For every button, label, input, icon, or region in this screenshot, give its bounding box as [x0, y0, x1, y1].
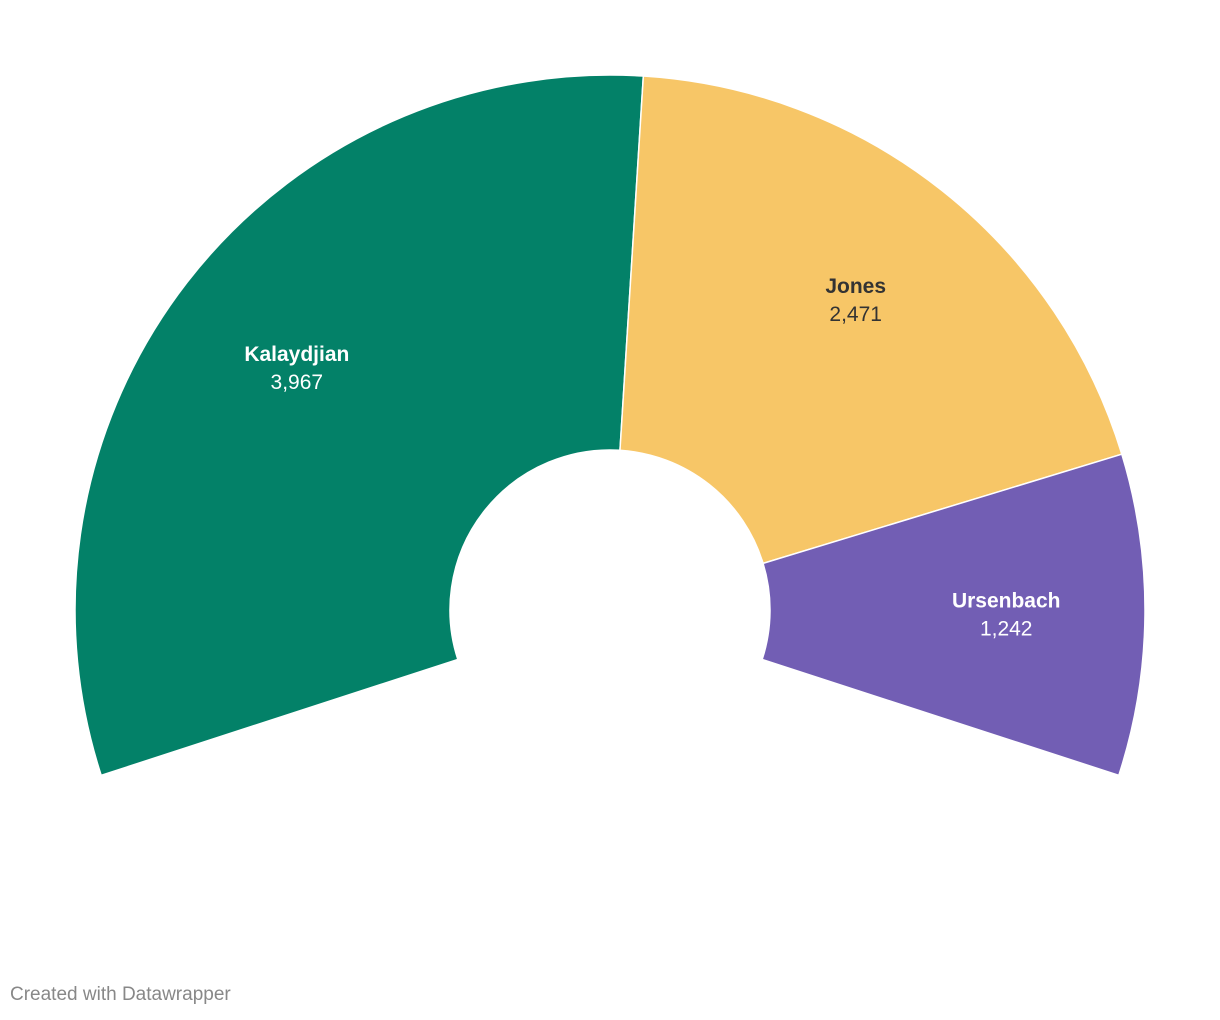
chart-slices — [74, 74, 1146, 777]
slice-label-ursenbach: Ursenbach — [952, 590, 1061, 613]
footer-credit[interactable]: Created with Datawrapper — [10, 984, 231, 1005]
slice-kalaydjian[interactable] — [74, 74, 645, 777]
slice-label-jones: Jones — [825, 275, 886, 298]
slice-jones[interactable] — [619, 75, 1123, 565]
slice-value-kalaydjian: 3,967 — [271, 371, 324, 394]
slice-label-kalaydjian: Kalaydjian — [244, 343, 349, 366]
slice-value-jones: 2,471 — [829, 303, 882, 326]
slice-ursenbach[interactable] — [761, 453, 1146, 777]
chart-labels: Kalaydjian 3,967 Jones 2,471 Ursenbach 1,242 — [244, 275, 1060, 641]
slice-value-ursenbach: 1,242 — [980, 618, 1033, 641]
